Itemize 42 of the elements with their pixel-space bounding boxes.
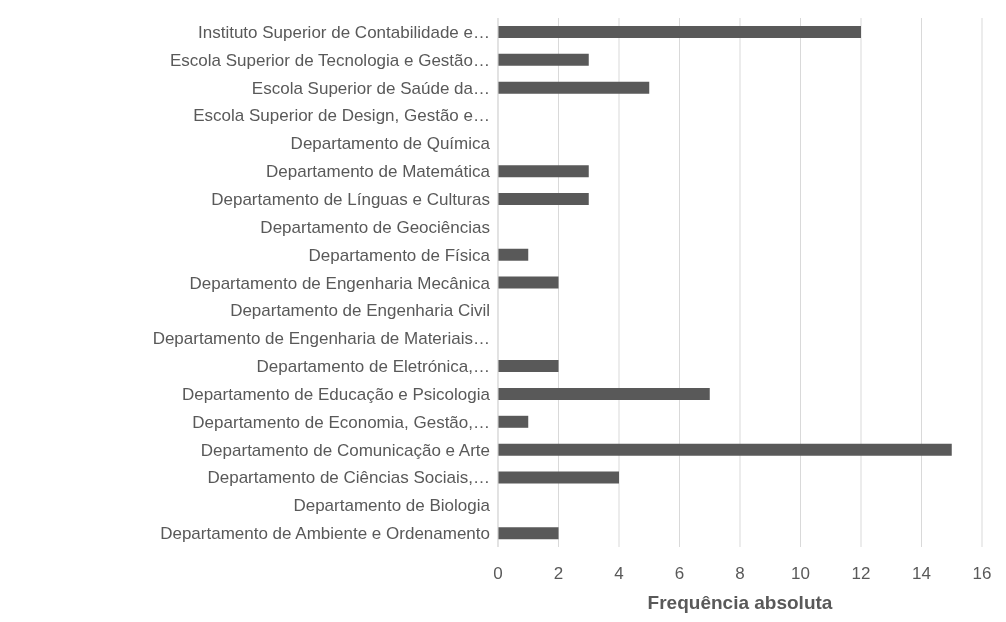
y-tick-label: Departamento de Matemática	[266, 162, 491, 182]
y-tick-label: Departamento de Engenharia Mecânica	[189, 273, 491, 293]
bar	[498, 415, 529, 428]
y-tick-label: Departamento de Biologia	[293, 496, 491, 516]
x-tick-label: 4	[614, 564, 624, 584]
bar	[498, 527, 559, 540]
y-tick-label: Departamento de Economia, Gestão,…	[192, 412, 490, 432]
bar	[498, 81, 650, 94]
bar	[498, 276, 559, 289]
y-tick-label: Departamento de Ciências Sociais,…	[207, 468, 490, 488]
x-tick-label: 2	[553, 564, 564, 584]
x-tick-label: 14	[912, 564, 931, 584]
y-tick-label: Departamento de Física	[308, 245, 491, 265]
bar	[498, 193, 589, 206]
y-tick-label: Departamento de Geociências	[260, 217, 490, 237]
bar	[498, 53, 589, 66]
y-tick-label: Escola Superior de Design, Gestão e…	[193, 106, 490, 126]
bar	[498, 26, 861, 38]
x-tick-label: 0	[493, 564, 503, 584]
bar	[498, 165, 589, 178]
y-tick-label: Departamento de Química	[290, 134, 491, 154]
y-tick-label: Departamento de Engenharia de Materiais…	[152, 329, 490, 349]
x-tick-label: 6	[674, 564, 685, 584]
y-tick-label: Departamento de Educação e Psicologia	[181, 384, 491, 404]
y-tick-label: Escola Superior de Tecnologia e Gestão…	[169, 50, 490, 70]
y-tick-label: Departamento de Comunicação e Arte	[200, 440, 490, 460]
x-tick-label: 16	[972, 564, 992, 584]
bar	[498, 471, 619, 484]
x-tick-label: 8	[735, 564, 745, 584]
y-tick-label: Escola Superior de Saúde da…	[251, 78, 490, 98]
bar	[498, 360, 559, 373]
bar	[498, 387, 710, 400]
bar	[498, 248, 529, 261]
x-tick-label: 12	[851, 564, 871, 584]
x-axis-title: Frequência absoluta	[647, 592, 833, 613]
y-tick-label: Departamento de Eletrónica,…	[256, 357, 490, 377]
y-tick-label: Departamento de Ambiente e Ordenamento	[160, 524, 490, 544]
y-tick-label: Departamento de Línguas e Culturas	[211, 190, 490, 210]
x-tick-label: 10	[791, 564, 810, 584]
bar	[498, 443, 952, 456]
y-tick-label: Departamento de Engenharia Civil	[230, 301, 490, 321]
y-tick-label: Instituto Superior de Contabilidade e…	[197, 22, 490, 42]
